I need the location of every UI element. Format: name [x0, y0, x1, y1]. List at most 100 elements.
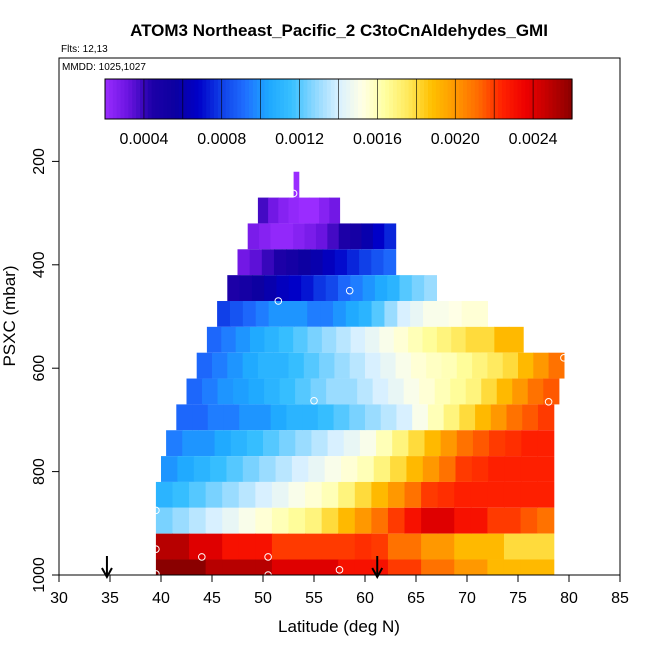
heatmap-cell [207, 404, 225, 431]
heatmap-cell [288, 533, 306, 560]
y-tick-label: 1000 [31, 557, 48, 593]
colorbar-segment [400, 79, 406, 119]
heatmap-cell [319, 352, 335, 379]
colorbar-segment [451, 79, 456, 119]
colorbar-segment [556, 79, 561, 119]
colorbar-segment [190, 79, 196, 119]
heatmap-cell [268, 197, 279, 224]
heatmap-cell [233, 378, 250, 405]
heatmap-cell [537, 559, 555, 575]
heatmap-cell [454, 559, 472, 575]
heatmap-cell [365, 352, 381, 379]
heatmap-cell [354, 507, 372, 534]
colorbar-segment [548, 79, 554, 119]
heatmap-cell [439, 456, 457, 482]
colorbar-segment [295, 79, 301, 119]
heatmap-cell [371, 533, 389, 560]
heatmap-cell [222, 533, 240, 560]
heatmap-cell [295, 430, 313, 457]
heatmap-cell [255, 481, 273, 508]
x-tick-label: 40 [152, 590, 170, 607]
heatmap-cell [226, 456, 244, 482]
heatmap-cell [161, 456, 178, 482]
heatmap-cell [373, 456, 391, 482]
colorbar-segment [346, 79, 351, 119]
heatmap-cell [172, 507, 190, 534]
heatmap-cell [192, 404, 209, 431]
colorbar-segment [455, 79, 460, 119]
heatmap-cell [270, 223, 283, 250]
colorbar-segment [517, 79, 523, 119]
heatmap-cell [271, 507, 290, 534]
heatmap-cell [408, 430, 426, 457]
heatmap-cell [324, 456, 342, 482]
heatmap-cell [349, 352, 366, 379]
heatmap-cell [543, 378, 560, 405]
y-tick-label: 400 [31, 251, 48, 278]
heatmap-cell [242, 456, 260, 482]
colorbar-segment [377, 79, 382, 119]
heatmap-cell [357, 378, 374, 405]
heatmap-cell [354, 559, 372, 575]
heatmap-cell [503, 533, 522, 560]
colorbar-segment [404, 79, 410, 119]
colorbar-segment [361, 79, 367, 119]
colorbar-segment [505, 79, 511, 119]
heatmap-cell [437, 481, 455, 508]
heatmap-cell [320, 300, 334, 327]
heatmap-cell [520, 481, 538, 508]
heatmap-cell [305, 559, 323, 575]
heatmap-cell [238, 481, 256, 508]
heatmap-cell [349, 404, 366, 431]
heatmap-cell [293, 326, 309, 353]
heatmap-cell [255, 559, 273, 575]
colorbar-tick-label: 0.0004 [119, 131, 168, 148]
heatmap-cell [279, 378, 296, 405]
colorbar-segment [334, 79, 340, 119]
colorbar-segment [482, 79, 487, 119]
heatmap-cell [217, 300, 231, 327]
heatmap-cell [198, 430, 216, 457]
heatmap-cell [293, 223, 306, 250]
heatmap-cell [268, 300, 283, 327]
flight-arrow [101, 556, 113, 580]
colorbar-segment [466, 79, 472, 119]
colorbar-segment [357, 79, 363, 119]
colorbar-segment [533, 79, 538, 119]
heatmap-cell [376, 430, 393, 457]
heatmap-cell [387, 481, 406, 508]
colorbar-segment [210, 79, 215, 119]
heatmap-cell [346, 249, 360, 276]
heatmap-cell [293, 171, 300, 198]
heatmap-cell [302, 404, 319, 431]
mmdd-label: MMDD: 1025,1027 [62, 62, 146, 73]
heatmap-cell [548, 352, 565, 379]
heatmap-cell [359, 430, 377, 457]
colorbar-segment [412, 79, 417, 119]
heatmap-cell [257, 352, 274, 379]
colorbar-segment [276, 79, 281, 119]
colorbar-tick-label: 0.0016 [353, 131, 402, 148]
colorbar-segment [408, 79, 414, 119]
heatmap-cell [487, 507, 505, 534]
colorbar-segment [420, 79, 425, 119]
heatmap-cell [321, 507, 339, 534]
heatmap-cell [512, 378, 529, 405]
heatmap-cell [454, 533, 472, 560]
colorbar-segment [424, 79, 429, 119]
heatmap-cell [250, 326, 265, 353]
colorbar-segment [396, 79, 402, 119]
heatmap-cell [217, 378, 234, 405]
colorbar-tick-label: 0.0024 [509, 131, 558, 148]
observation-point [345, 286, 354, 295]
heatmap-cell [371, 300, 386, 327]
colorbar-segment [525, 79, 530, 119]
heatmap-cell [406, 456, 424, 482]
flight-arrow [371, 556, 384, 580]
heatmap-cell [321, 481, 339, 508]
heatmap-cell [288, 352, 305, 379]
colorbar-segment [463, 79, 468, 119]
colorbar-segment [221, 79, 227, 119]
heatmap-cell [448, 300, 463, 327]
heatmap-cell [365, 404, 382, 431]
